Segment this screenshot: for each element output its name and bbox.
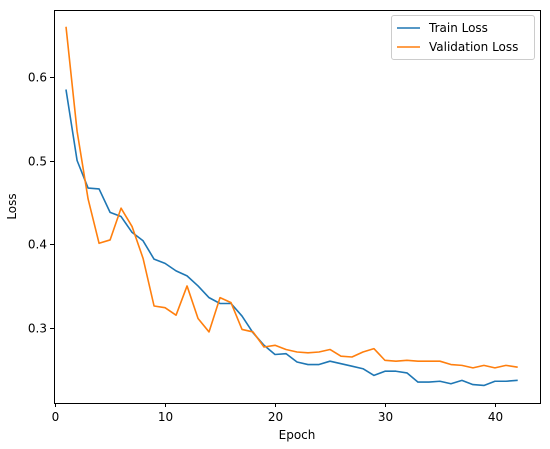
legend-label-validation-loss: Validation Loss — [429, 40, 518, 54]
y-axis-title: Loss — [5, 193, 19, 219]
x-axis-title: Epoch — [279, 428, 316, 442]
x-axis-ticks: 0 10 20 30 40 — [52, 403, 503, 424]
x-tick-label: 40 — [488, 410, 503, 424]
legend-label-train-loss: Train Loss — [428, 21, 488, 35]
y-tick-label: 0.4 — [28, 238, 47, 252]
plot-frame — [54, 10, 541, 404]
x-tick-label: 10 — [158, 410, 173, 424]
series-lines — [65, 26, 518, 387]
y-tick-label: 0.6 — [28, 71, 47, 85]
x-tick-label: 20 — [268, 410, 283, 424]
series-line-train-loss — [65, 89, 518, 387]
series-line-validation-loss — [65, 26, 518, 369]
y-tick-label: 0.3 — [28, 322, 47, 336]
y-axis-ticks: 0.3 0.4 0.5 0.6 — [28, 71, 54, 336]
legend: Train Loss Validation Loss — [391, 15, 535, 60]
x-tick-label: 0 — [52, 410, 60, 424]
x-tick-label: 30 — [378, 410, 393, 424]
y-tick-label: 0.5 — [28, 155, 47, 169]
legend-box — [391, 15, 535, 60]
